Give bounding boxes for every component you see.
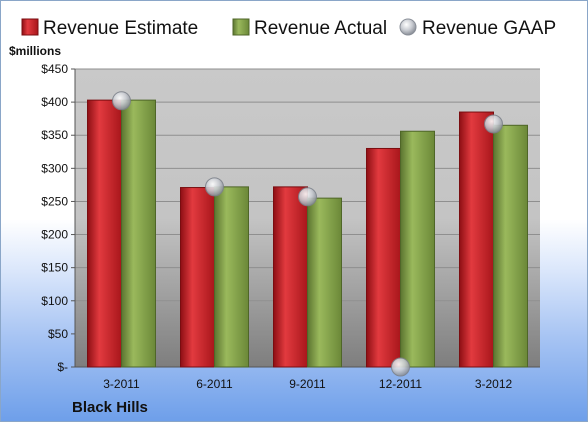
x-axis-ticks: 3-2011 6-2011 9-2011 12-2011 3-2012 (103, 377, 512, 391)
y-tick-label: $100 (41, 294, 68, 308)
gaap-markers (112, 91, 503, 377)
bar-revenue-actual (307, 197, 342, 368)
marker-revenue-gaap (205, 177, 224, 197)
y-tick-label: $250 (41, 194, 68, 208)
y-axis-unit-label: $millions (9, 44, 61, 58)
x-tick-label: 6-2011 (196, 377, 233, 391)
bar-revenue-actual (121, 99, 156, 368)
company-name: Black Hills (72, 399, 148, 416)
legend-item-revenue-gaap: Revenue GAAP (399, 18, 556, 39)
bar-revenue-estimate (273, 186, 308, 368)
legend-marker-revenue-gaap (399, 18, 417, 36)
x-tick-label: 9-2011 (289, 377, 326, 391)
legend-label-revenue-actual: Revenue Actual (254, 18, 387, 39)
marker-revenue-gaap (112, 91, 131, 111)
y-tick-label: $450 (41, 62, 68, 76)
legend-item-revenue-actual: Revenue Actual (232, 18, 387, 39)
bars (87, 99, 528, 368)
marker-revenue-gaap (484, 114, 503, 134)
y-tick-label: $- (57, 360, 68, 374)
x-tick-label: 3-2012 (475, 377, 513, 391)
y-axis-ticks: $- $50 $100 $150 $200 $250 $300 $350 $400 $450 (41, 62, 76, 374)
bar-revenue-actual (493, 124, 528, 368)
bar-revenue-actual (400, 130, 435, 368)
x-tick-label: 3-2011 (103, 377, 140, 391)
y-tick-label: $50 (48, 327, 68, 341)
legend-swatch-revenue-actual (232, 18, 250, 36)
marker-revenue-gaap (298, 187, 317, 207)
y-tick-label: $300 (41, 161, 68, 175)
legend-label-revenue-gaap: Revenue GAAP (422, 18, 556, 39)
bar-revenue-actual (214, 186, 249, 368)
bar-revenue-estimate (459, 111, 494, 368)
legend-swatch-revenue-estimate (21, 18, 39, 36)
y-tick-label: $350 (41, 128, 68, 142)
y-tick-label: $400 (41, 95, 68, 109)
bar-revenue-estimate (366, 147, 401, 368)
y-tick-label: $150 (41, 261, 68, 275)
bar-revenue-estimate (180, 187, 215, 368)
y-tick-label: $200 (41, 228, 68, 242)
legend-label-revenue-estimate: Revenue Estimate (43, 18, 198, 39)
legend-item-revenue-estimate: Revenue Estimate (21, 18, 198, 39)
marker-revenue-gaap (391, 357, 410, 377)
bar-revenue-estimate (87, 99, 122, 368)
legend: Revenue Estimate Revenue Actual Revenue … (21, 18, 556, 39)
x-tick-label: 12-2011 (379, 377, 422, 391)
